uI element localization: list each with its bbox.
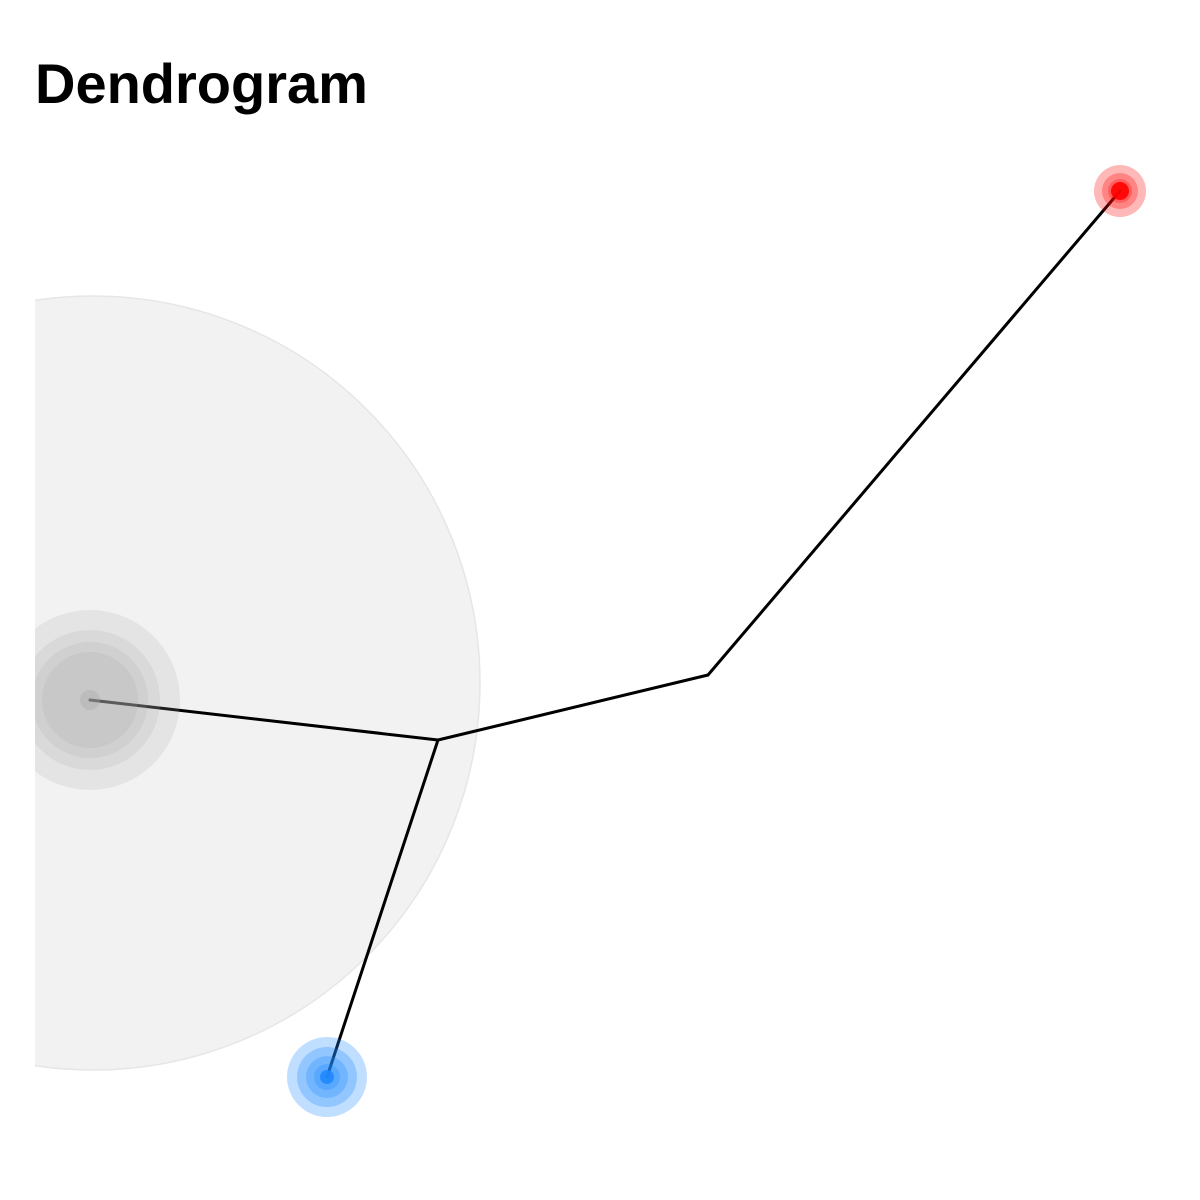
- edge-root-to-branch-lower: [88, 698, 440, 742]
- blue-leaf-node: [287, 1037, 367, 1117]
- grey-root-node: [35, 610, 180, 790]
- leaf-red-core: [1111, 182, 1129, 200]
- leaf-blue-core: [320, 1070, 334, 1084]
- root-halo-ring-2: [35, 630, 160, 770]
- red-leaf-node: [1094, 165, 1146, 217]
- root-backdrop-disc: [35, 295, 481, 1071]
- edge-branch-lower-to-leaf-blue: [325, 738, 440, 1079]
- root-core: [80, 690, 100, 710]
- edge-layer: [88, 189, 1122, 1079]
- edge-branch-upper-to-leaf-red: [706, 189, 1122, 677]
- edge-branch-lower-to-branch-upper: [436, 673, 710, 742]
- root-halo-ring-3: [35, 642, 148, 758]
- diagram-title: Dendrogram: [35, 52, 368, 115]
- backdrop-layer: [35, 295, 481, 1071]
- node-layer: [35, 165, 1146, 1117]
- root-halo-ring-4: [42, 652, 138, 748]
- root-halo-ring-1: [35, 610, 180, 790]
